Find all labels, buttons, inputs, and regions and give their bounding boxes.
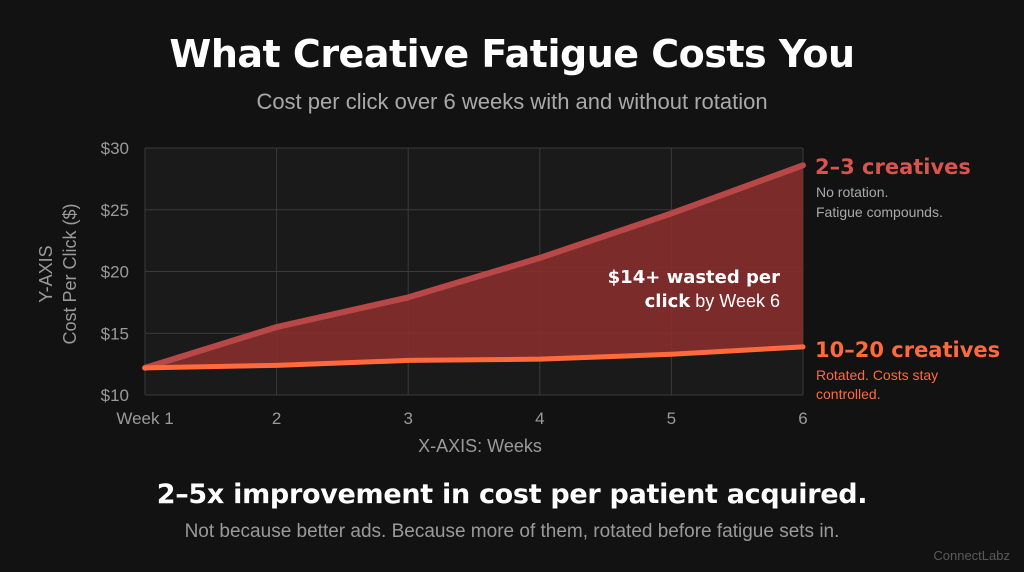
- x-axis-label: X-AXIS: Weeks: [418, 436, 542, 456]
- series-line-high: [142, 162, 806, 371]
- series-lines-layer: [142, 162, 806, 371]
- x-tick-label: 6: [798, 409, 807, 428]
- y-tick-label: $30: [101, 139, 129, 158]
- annotation-bold-word: click: [645, 291, 692, 312]
- wasted-area-layer: [145, 165, 803, 368]
- x-tick-label: 3: [403, 409, 412, 428]
- annotation-wasted-line2: click by Week 6: [645, 291, 780, 312]
- series-note-high-2: Fatigue compounds.: [816, 204, 943, 220]
- y-tick-label: $20: [101, 263, 129, 282]
- y-tick-label: $25: [101, 201, 129, 220]
- series-note-high-1: No rotation.: [816, 184, 888, 200]
- y-axis-label-sub: Cost Per Click ($): [60, 203, 80, 344]
- page-title: What Creative Fatigue Costs You: [169, 32, 855, 76]
- x-tick-label: Week 1: [116, 409, 173, 428]
- x-tick-label: 2: [272, 409, 281, 428]
- page-subtitle: Cost per click over 6 weeks with and wit…: [256, 89, 768, 114]
- series-label-high: 2–3 creatives: [815, 155, 971, 179]
- cost-per-click-chart: $10 $15 $20 $25 $30 Week 1 2 3 4 5 6 Y-AXIS Cost P…: [36, 139, 1000, 456]
- series-line-low: [142, 344, 806, 371]
- footer-headline: 2–5x improvement in cost per patient acq…: [156, 479, 868, 510]
- y-axis-label: Y-AXIS: [36, 245, 56, 302]
- series-label-low: 10–20 creatives: [815, 338, 1000, 362]
- series-note-low-2: controlled.: [816, 386, 881, 402]
- series-note-low-1: Rotated. Costs stay: [816, 367, 938, 383]
- x-tick-label: 5: [667, 409, 676, 428]
- annotation-wasted-line1: $14+ wasted per: [608, 267, 780, 288]
- wasted-cost-area: [145, 165, 803, 368]
- x-tick-label: 4: [535, 409, 544, 428]
- y-tick-label: $15: [101, 324, 129, 343]
- brand-watermark: ConnectLabz: [933, 548, 1010, 563]
- axis-ticks-layer: $10 $15 $20 $25 $30 Week 1 2 3 4 5 6: [101, 139, 808, 428]
- footer-subtext: Not because better ads. Because more of …: [184, 521, 840, 542]
- y-tick-label: $10: [101, 386, 129, 405]
- annotation-rest: by Week 6: [690, 291, 780, 311]
